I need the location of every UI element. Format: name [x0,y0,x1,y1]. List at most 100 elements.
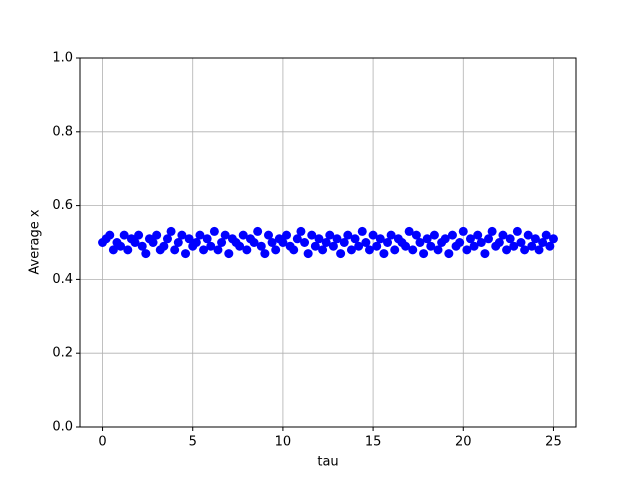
point [509,241,519,251]
y-axis-label: Average x [28,209,43,275]
point [372,241,382,251]
point [217,238,227,247]
point [130,238,140,247]
x-tick-label: 10 [275,435,292,450]
point [516,238,526,247]
point [350,234,360,244]
y-tick-label: 0.4 [52,272,73,287]
point [152,230,162,240]
point [321,238,331,247]
point [502,245,512,255]
point [253,226,263,236]
point [411,230,421,240]
point [415,238,425,247]
point [447,230,457,240]
point [170,245,180,255]
point [444,249,454,259]
point [469,241,479,251]
point [455,238,465,247]
point [134,230,144,240]
point [332,234,342,244]
point [278,238,288,247]
point [199,245,209,255]
point [383,238,393,247]
point [458,226,468,236]
point [361,238,371,247]
point [123,245,133,255]
point [177,230,187,240]
y-tick-label: 0.8 [52,124,73,139]
point [476,238,486,247]
point [256,241,266,251]
point [307,230,317,240]
point [238,230,248,240]
point [310,241,320,251]
point [541,230,551,240]
point [426,241,436,251]
point [289,245,299,255]
point [191,238,201,247]
point [386,230,396,240]
point [220,230,230,240]
point [224,249,234,259]
point [390,245,400,255]
point [346,245,356,255]
point [318,245,328,255]
point [419,249,429,259]
point [202,234,212,244]
point [527,241,537,251]
point [357,226,367,236]
point [105,230,115,240]
point [343,230,353,240]
point [328,241,338,251]
point [440,234,450,244]
point [408,245,418,255]
point [545,241,555,251]
x-tick-label: 25 [545,435,562,450]
y-tick-label: 0.6 [52,198,73,213]
point [534,245,544,255]
point [433,245,443,255]
point [263,230,273,240]
y-tick-label: 0.0 [52,420,73,435]
point [119,230,129,240]
point [336,249,346,259]
y-tick-label: 0.2 [52,346,73,361]
point [512,226,522,236]
point [429,230,439,240]
point [249,238,259,247]
point [235,241,245,251]
point [141,249,151,259]
point [465,234,475,244]
point [137,241,147,251]
point [364,245,374,255]
point [162,234,172,244]
point [487,226,497,236]
point [520,245,530,255]
point [523,230,533,240]
point [116,241,126,251]
point [354,241,364,251]
point [339,238,349,247]
point [314,234,324,244]
point [260,249,270,259]
point [325,230,335,240]
point [184,234,194,244]
point [422,234,432,244]
point [548,234,558,244]
point [505,234,515,244]
point [173,238,183,247]
point [498,230,508,240]
x-tick-label: 5 [189,435,197,450]
point [209,226,219,236]
point [195,230,205,240]
point [159,241,169,251]
point [271,245,281,255]
point [473,230,483,240]
y-tick-label: 1.0 [52,51,73,66]
point [108,245,118,255]
point [462,245,472,255]
point [292,234,302,244]
point [267,238,277,247]
